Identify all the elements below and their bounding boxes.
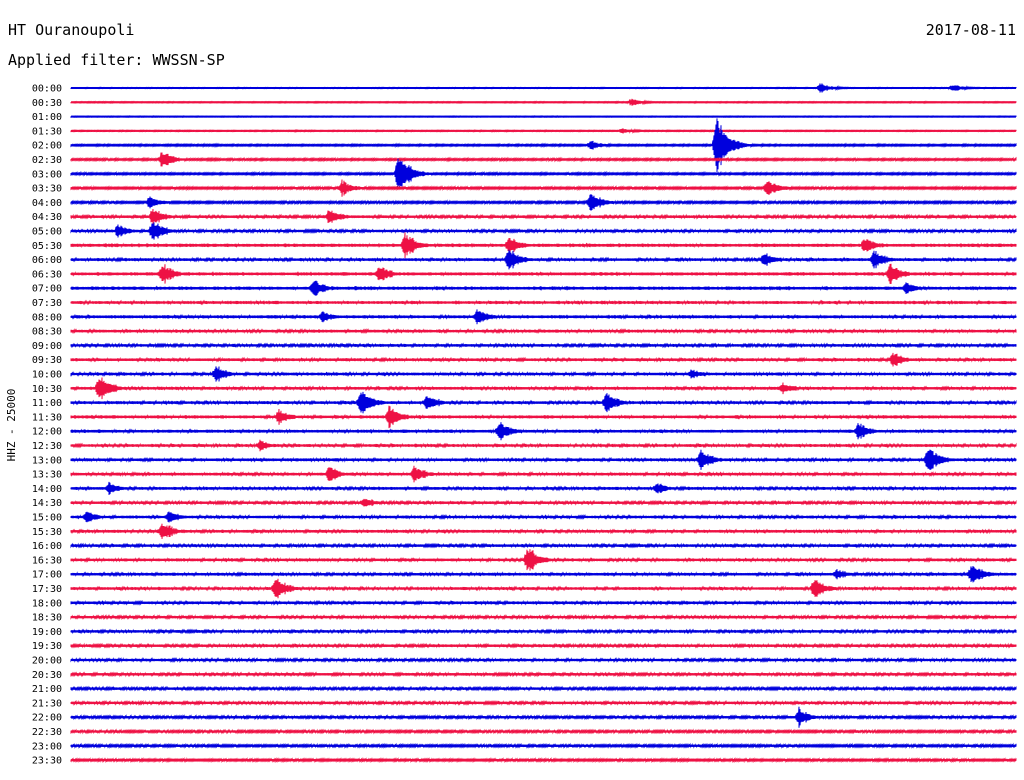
time-label: 02:00 [32, 141, 62, 152]
time-label: 19:30 [32, 641, 62, 652]
time-label: 08:30 [32, 327, 62, 338]
record-date: 2017-08-11 [925, 21, 1016, 39]
time-label: 02:30 [32, 155, 62, 166]
applied-filter: Applied filter: WWSSN-SP [8, 51, 225, 69]
time-label: 10:30 [32, 384, 62, 395]
time-label: 06:30 [32, 269, 62, 280]
time-label: 10:00 [32, 370, 62, 381]
time-label: 14:00 [32, 484, 62, 495]
time-label: 09:00 [32, 341, 62, 352]
time-label: 23:30 [32, 756, 62, 767]
time-label: 22:00 [32, 713, 62, 724]
time-label: 19:00 [32, 627, 62, 638]
time-label: 07:00 [32, 284, 62, 295]
time-label: 09:30 [32, 355, 62, 366]
time-label: 12:30 [32, 441, 62, 452]
time-label: 16:30 [32, 555, 62, 566]
time-label: 15:30 [32, 527, 62, 538]
time-label: 17:30 [32, 584, 62, 595]
time-label: 18:30 [32, 613, 62, 624]
time-label: 05:00 [32, 227, 62, 238]
time-label: 11:30 [32, 412, 62, 423]
time-label: 00:30 [32, 98, 62, 109]
time-label: 03:30 [32, 184, 62, 195]
time-label: 07:30 [32, 298, 62, 309]
time-label: 20:00 [32, 656, 62, 667]
time-label: 12:00 [32, 427, 62, 438]
time-label: 13:00 [32, 455, 62, 466]
time-label: 21:30 [32, 698, 62, 709]
time-label: 22:30 [32, 727, 62, 738]
time-label: 11:00 [32, 398, 62, 409]
time-label: 08:00 [32, 312, 62, 323]
time-label: 21:00 [32, 684, 62, 695]
time-label: 04:00 [32, 198, 62, 209]
time-label: 15:00 [32, 513, 62, 524]
time-label: 18:00 [32, 598, 62, 609]
time-label: 14:30 [32, 498, 62, 509]
time-label: 01:00 [32, 112, 62, 123]
station-name: HT Ouranoupoli [8, 21, 135, 39]
time-label: 23:00 [32, 741, 62, 752]
time-label: 06:00 [32, 255, 62, 266]
time-label: 05:30 [32, 241, 62, 252]
time-label: 03:00 [32, 169, 62, 180]
time-label: 20:30 [32, 670, 62, 681]
time-label: 04:30 [32, 212, 62, 223]
time-label: 00:00 [32, 84, 62, 95]
time-label: 17:00 [32, 570, 62, 581]
time-label: 16:00 [32, 541, 62, 552]
time-label: 01:30 [32, 126, 62, 137]
time-label: 13:30 [32, 470, 62, 481]
